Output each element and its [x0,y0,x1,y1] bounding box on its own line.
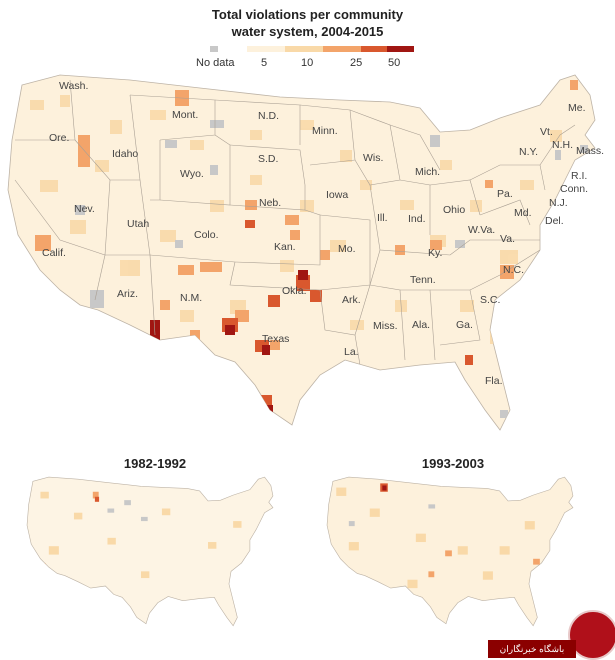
state-label-miss: Miss. [373,320,398,332]
map-title: Total violations per community water sys… [0,6,615,40]
legend-scale-swatch-5 [387,46,414,52]
legend-tick-50: 50 [388,57,401,69]
state-label-wash: Wash. [59,80,88,92]
state-label-minn: Minn. [312,125,338,137]
state-label-mass: Mass. [576,145,604,157]
legend-no-data-swatch [210,46,218,52]
state-label-wyo: Wyo. [180,168,204,180]
state-label-nm: N.M. [180,292,202,304]
state-label-ark: Ark. [342,294,361,306]
state-label-wis: Wis. [363,152,383,164]
small-map-1982-1992 [26,476,274,627]
main-violations-map: Wash. Ore. Idaho Mont. Wyo. Nev. Utah Ca… [7,74,604,431]
legend-scale-swatch-1 [247,46,285,52]
state-label-iowa: Iowa [326,189,348,201]
state-label-kan: Kan. [274,241,296,253]
state-label-conn: Conn. [560,183,588,195]
state-label-me: Me. [568,102,586,114]
state-label-ri: R.I. [571,170,587,182]
state-label-md: Md. [514,207,532,219]
county-patches-no-data [75,120,588,418]
state-label-ga: Ga. [456,319,473,331]
state-label-neb: Neb. [259,197,281,209]
state-label-nc: N.C. [503,264,524,276]
state-label-texas: Texas [262,333,289,345]
state-label-tenn: Tenn. [410,274,436,286]
state-label-nj: N.J. [549,197,568,209]
small-map-title-1982: 1982-1992 [123,456,187,471]
state-label-mo: Mo. [338,243,356,255]
state-label-mont: Mont. [172,109,198,121]
state-label-ky: Ky. [428,247,442,259]
state-labels: Wash. Ore. Idaho Mont. Wyo. Nev. Utah Ca… [42,80,604,387]
state-label-sd: S.D. [258,153,278,165]
legend-scale-swatch-4 [361,46,387,52]
state-label-ill: Ill. [377,212,388,224]
state-label-sc: S.C. [480,294,500,306]
small-map-1993-2003 [326,476,574,627]
state-label-la: La. [344,346,359,358]
small-map-title-1993: 1993-2003 [421,456,485,471]
title-line-2: water system, 2004-2015 [231,24,384,39]
legend-tick-25: 25 [350,57,363,69]
legend-tick-5: 5 [261,57,268,69]
state-label-nh: N.H. [552,139,573,151]
state-label-ny: N.Y. [519,146,538,158]
legend-scale-swatch-2 [285,46,323,52]
state-borders [14,79,576,366]
state-label-va: Va. [500,233,515,245]
state-label-pa: Pa. [497,188,513,200]
state-label-vt: Vt. [540,126,553,138]
publisher-watermark: باشگاه خبرنگاران [484,606,615,660]
state-label-wva: W.Va. [468,224,495,236]
state-label-okla: Okla. [282,285,307,297]
state-label-utah: Utah [127,218,149,230]
state-label-colo: Colo. [194,229,219,241]
state-label-mich: Mich. [415,166,440,178]
state-label-idaho: Idaho [112,148,138,160]
color-legend: No data 5 10 25 50 [190,46,420,72]
watermark-text: باشگاه خبرنگاران [488,640,576,658]
legend-scale-swatch-3 [323,46,361,52]
state-label-ariz: Ariz. [117,288,138,300]
legend-no-data-label: No data [196,57,235,69]
title-line-1: Total violations per community [211,7,404,22]
state-label-ohio: Ohio [443,204,465,216]
state-label-ore: Ore. [49,132,69,144]
state-label-nd: N.D. [258,110,279,122]
state-label-ind: Ind. [408,213,426,225]
state-label-del: Del. [545,215,564,227]
state-label-fla: Fla. [485,375,503,387]
state-label-nev: Nev. [74,203,95,215]
legend-tick-10: 10 [301,57,314,69]
state-label-ala: Ala. [412,319,430,331]
state-label-calif: Calif. [42,247,66,259]
